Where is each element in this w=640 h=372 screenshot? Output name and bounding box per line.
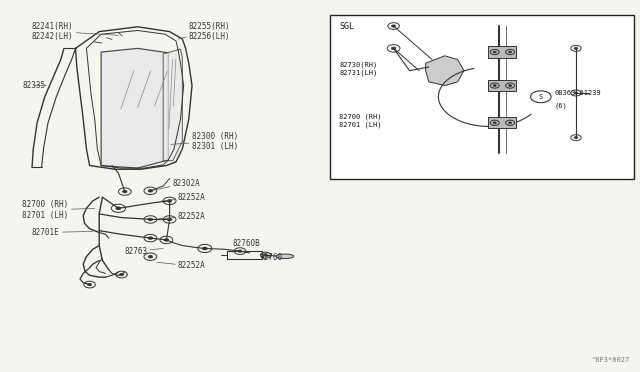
Circle shape [493,51,496,53]
Text: 08363-61239: 08363-61239 [555,90,602,96]
Polygon shape [426,56,464,86]
Bar [330,15,634,179]
Text: 82241(RH)
82242(LH): 82241(RH) 82242(LH) [32,22,118,41]
Circle shape [509,51,511,53]
Text: 82335: 82335 [22,81,46,90]
Circle shape [264,254,268,256]
Circle shape [574,92,578,94]
Circle shape [574,47,578,49]
Circle shape [148,255,152,258]
Circle shape [392,47,396,49]
Text: SGL: SGL [339,22,354,31]
Circle shape [168,218,172,221]
Text: (6): (6) [555,103,568,109]
Circle shape [509,85,511,86]
Circle shape [509,122,511,124]
Text: 82700 (RH)
82701 (LH): 82700 (RH) 82701 (LH) [22,201,95,220]
Circle shape [392,25,396,27]
Circle shape [120,273,124,276]
Bar [488,80,516,91]
Text: 82700 (RH)
82701 (LH): 82700 (RH) 82701 (LH) [339,114,381,128]
Text: 82255(RH)
82256(LH): 82255(RH) 82256(LH) [178,22,230,41]
Circle shape [168,199,172,202]
Bar [488,46,516,58]
Ellipse shape [276,254,294,259]
Circle shape [148,218,152,221]
Text: 92760: 92760 [259,253,282,262]
Bar [227,251,262,259]
Text: 82760B: 82760B [232,239,260,252]
Circle shape [148,190,152,192]
Polygon shape [101,48,168,168]
Circle shape [116,207,121,210]
Circle shape [88,283,92,286]
Text: 82730(RH)
82731(LH): 82730(RH) 82731(LH) [339,62,378,76]
Text: S: S [539,94,543,100]
Text: 82763: 82763 [124,247,163,256]
Circle shape [123,190,127,193]
Text: 82701E: 82701E [32,228,93,237]
Circle shape [574,137,578,139]
Text: ^8P3*0027: ^8P3*0027 [592,357,630,363]
Circle shape [238,250,242,252]
Bar [488,117,516,128]
Text: 82252A: 82252A [159,212,205,221]
Circle shape [148,237,152,240]
Text: 82252A: 82252A [161,193,205,202]
Circle shape [164,239,169,241]
Polygon shape [163,49,182,161]
Text: 82300 (RH)
82301 (LH): 82300 (RH) 82301 (LH) [171,132,238,151]
Circle shape [202,247,207,250]
Text: 82302A: 82302A [152,179,200,190]
Text: 82252A: 82252A [157,262,205,270]
Circle shape [493,122,496,124]
Circle shape [493,85,496,86]
